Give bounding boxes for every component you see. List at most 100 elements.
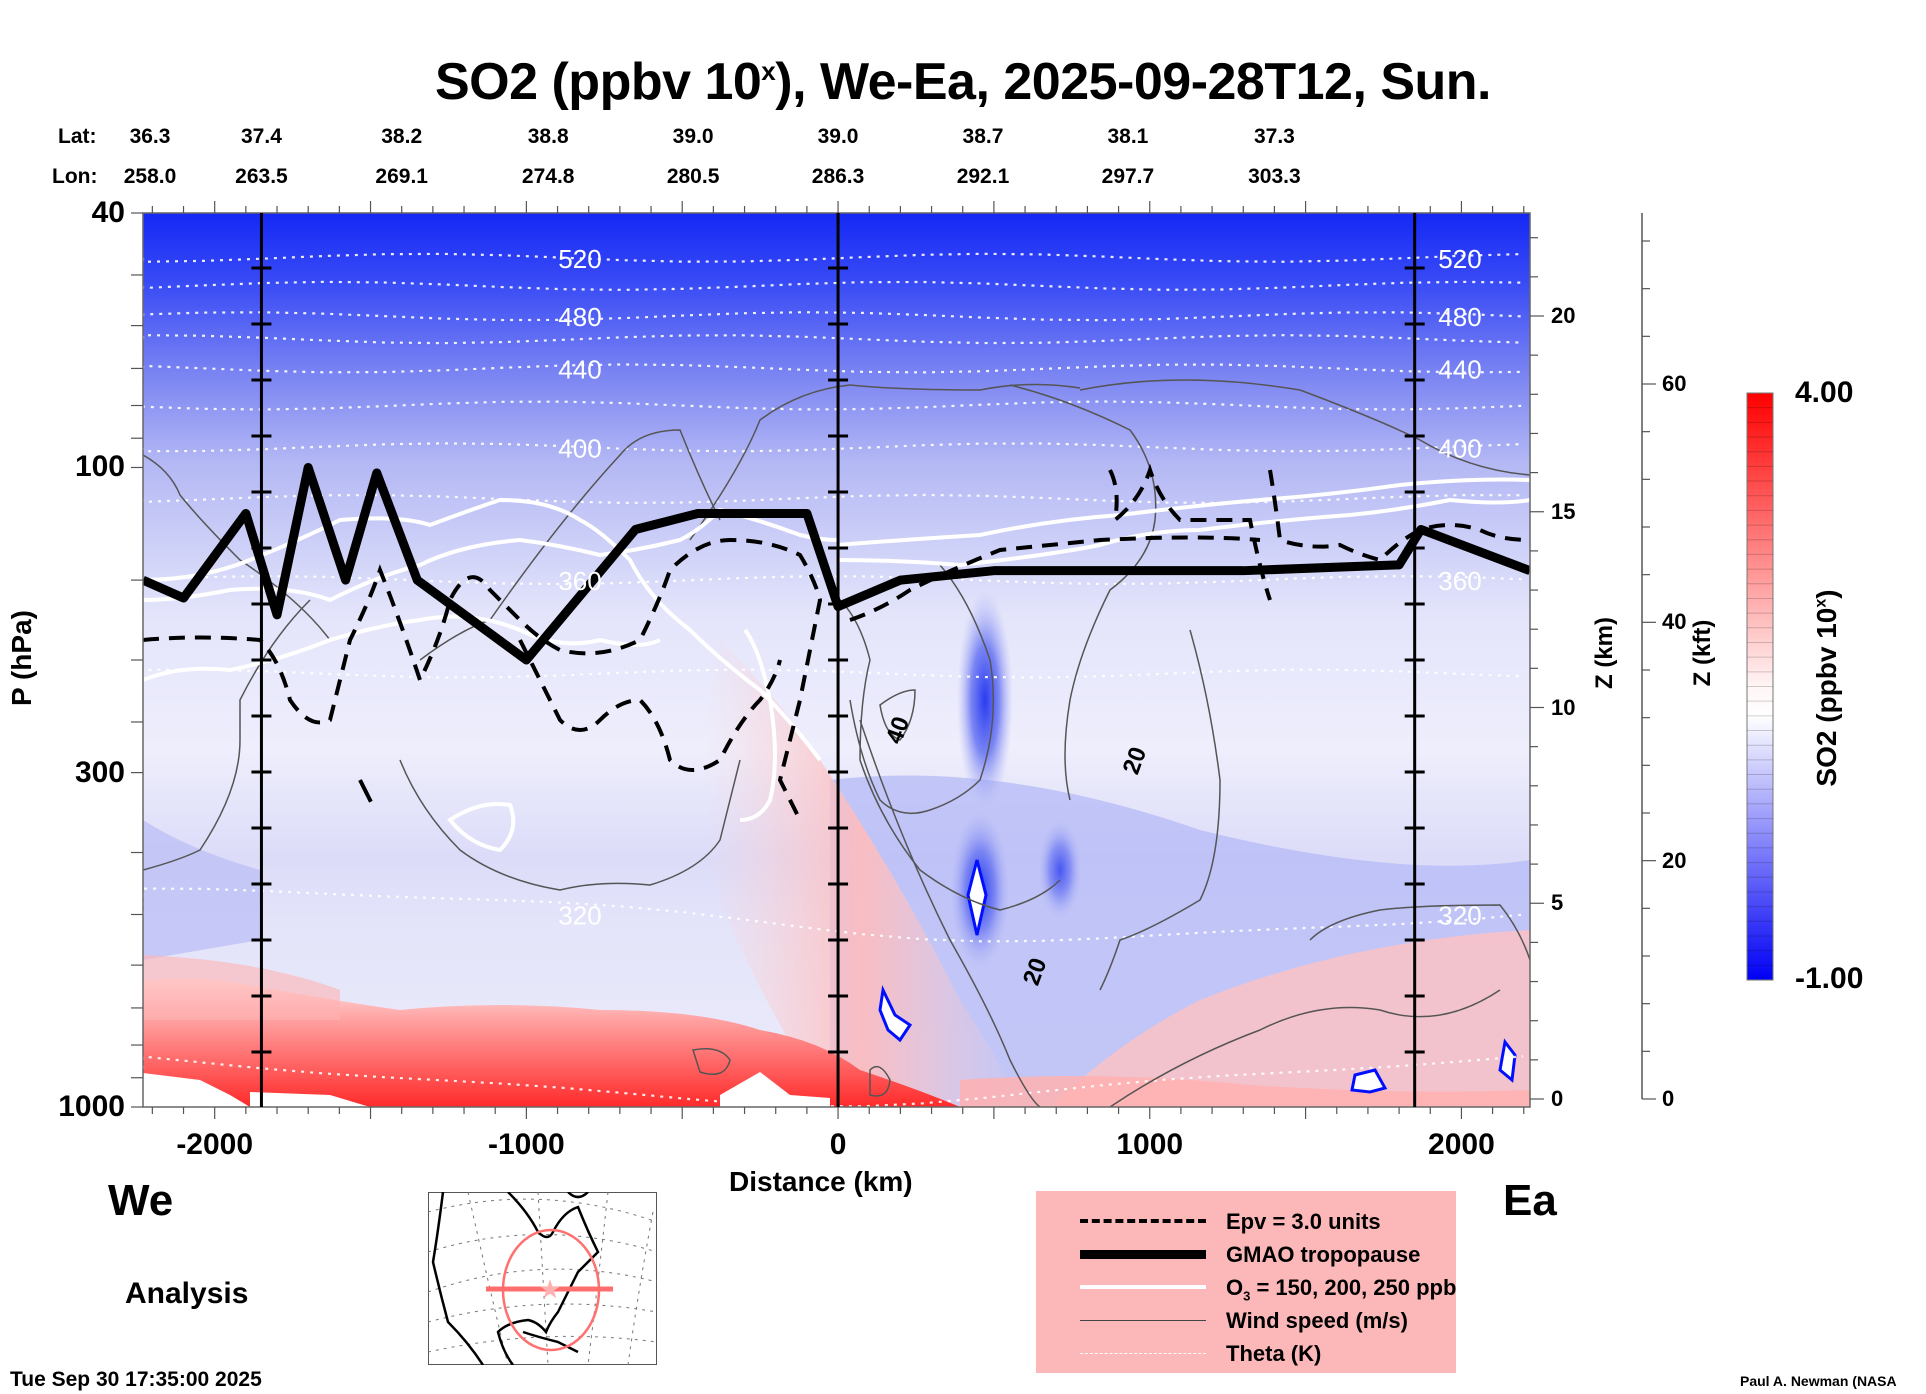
legend: Epv = 3.0 units GMAO tropopause O3 = 150… (1036, 1191, 1456, 1373)
theta-contours (143, 252, 1524, 1107)
colorbar-min-label: -1.00 (1795, 962, 1864, 995)
epv-contours (143, 463, 1530, 821)
lon-value: 303.3 (1248, 165, 1301, 188)
analysis-label: Analysis (125, 1277, 249, 1310)
wind-contour (1109, 989, 1501, 1107)
theta-label: 360 (558, 566, 601, 596)
legend-item-ozone: O3 = 150, 200, 250 ppb (1036, 1271, 1456, 1304)
y-tick-label: 300 (74, 755, 125, 789)
x-tick-label: 1000 (1116, 1128, 1184, 1161)
lat-value: 38.1 (1107, 125, 1149, 148)
wind-contour (869, 1065, 891, 1097)
map-center-star-icon: ★ (538, 1274, 561, 1304)
timestamp: Tue Sep 30 17:35:00 2025 (10, 1368, 262, 1391)
terrain-mask-3 (720, 1072, 830, 1107)
wind-contour (879, 689, 916, 741)
title-superscript: x (761, 56, 776, 86)
wind-contour (849, 564, 995, 815)
epv-contour (849, 535, 1261, 622)
y-tick-label: 1000 (58, 1090, 125, 1123)
z-kft-label: Z (kft) (1689, 619, 1716, 687)
title-text: SO2 (ppbv 10 (434, 53, 762, 111)
z-kft-tick-label: 40 (1662, 609, 1687, 635)
map-frame (428, 1192, 657, 1365)
map-graticule (428, 1192, 657, 1365)
legend-label: Wind speed (m/s) (1226, 1308, 1408, 1333)
theta-label: 400 (1438, 433, 1481, 463)
legend-item-wind: Wind speed (m/s) (1036, 1304, 1456, 1337)
wind-contour (839, 599, 1061, 911)
wind-contour (1079, 379, 1530, 476)
ozone-contour (739, 628, 777, 822)
colorbar-label-text: SO2 (ppbv 10 (1811, 607, 1842, 787)
lon-value: 280.5 (666, 165, 720, 188)
lon-value: 292.1 (956, 165, 1010, 188)
legend-label: GMAO tropopause (1226, 1242, 1421, 1267)
y-axis-label: P (hPa) (6, 610, 37, 706)
theta-label: 320 (558, 900, 601, 930)
lat-prefix: Lat: (58, 125, 97, 148)
legend-item-epv: Epv = 3.0 units (1036, 1205, 1456, 1238)
theta-contour (143, 280, 1524, 291)
colorbar-ticks (1747, 407, 1773, 966)
wind-contour (143, 454, 331, 641)
lon-prefix: Lon: (52, 165, 98, 188)
y-tick-label: 100 (74, 450, 125, 484)
blue-outlined-patch-4 (1498, 1038, 1517, 1083)
y-tick-label: 40 (91, 196, 125, 229)
ozone-contour (836, 497, 1530, 568)
blue-feature-1 (957, 590, 1013, 810)
wind-speed-contours (143, 379, 1530, 1107)
chart-title: SO2 (ppbv 10x), We-Ea, 2025-09-28T12, Su… (0, 52, 1926, 112)
theta-contour (143, 493, 1524, 505)
z-km-tick-label: 0 (1551, 1086, 1564, 1111)
lat-value: 36.3 (129, 125, 171, 148)
tropopause-line (143, 462, 1530, 665)
theta-labels: 520 520 480 480 440 440 400 400 360 360 320 320 (558, 244, 1481, 931)
x-tick-label: -2000 (176, 1128, 254, 1161)
wind-contour (1009, 384, 1157, 801)
lon-value: 297.7 (1101, 165, 1155, 188)
colorbar (1746, 392, 1774, 981)
map-coastlines (431, 1192, 600, 1365)
legend-label: Theta (K) (1226, 1341, 1322, 1366)
colorbar-label: SO2 (ppbv 10x) (1811, 548, 1843, 828)
terrain-mask-2 (250, 1092, 370, 1107)
lat-value: 38.7 (962, 125, 1004, 148)
lon-value: 274.8 (521, 165, 575, 188)
theta-contour (143, 442, 1524, 453)
west-label: We (108, 1176, 174, 1225)
legend-item-theta: Theta (K) (1036, 1337, 1456, 1370)
colorbar-max-label: 4.00 (1795, 376, 1854, 409)
legend-item-tropopause: GMAO tropopause (1036, 1238, 1456, 1271)
theta-contour (143, 311, 1524, 322)
legend-label: O3 = 150, 200, 250 ppb (1226, 1275, 1456, 1303)
theta-label: 320 (1438, 900, 1481, 930)
theta-label: 360 (1438, 566, 1481, 596)
z-kft-tick-label: 20 (1662, 847, 1687, 873)
legend-label: Epv = 3.0 units (1226, 1209, 1381, 1234)
theta-label: 440 (1438, 354, 1481, 384)
z-km-tick-label: 20 (1551, 303, 1576, 328)
x-axis-label: Distance (km) (729, 1166, 913, 1197)
lat-value: 37.3 (1253, 125, 1295, 148)
lon-value: 258.0 (123, 165, 177, 188)
legend-label-o: O (1226, 1275, 1244, 1300)
z-km-tick-label: 15 (1551, 498, 1576, 524)
blue-feature-3 (1038, 820, 1082, 920)
x-tick-label: 0 (829, 1128, 847, 1161)
wind-contour (1099, 629, 1221, 991)
colorbar-label-sup: x (1812, 598, 1830, 608)
wind-contour (399, 759, 741, 891)
legend-label-rest: = 150, 200, 250 ppb (1250, 1275, 1457, 1300)
wind-contour (143, 599, 311, 871)
theta-contour (143, 668, 1524, 679)
east-label: Ea (1503, 1176, 1557, 1225)
red-band-east (1050, 930, 1530, 1107)
theta-contour (143, 575, 1524, 586)
theta-contour (143, 334, 1524, 345)
lat-value: 37.4 (241, 125, 282, 148)
vertical-markers (251, 213, 1425, 1107)
blue-outlined-patch-2 (878, 984, 913, 1043)
